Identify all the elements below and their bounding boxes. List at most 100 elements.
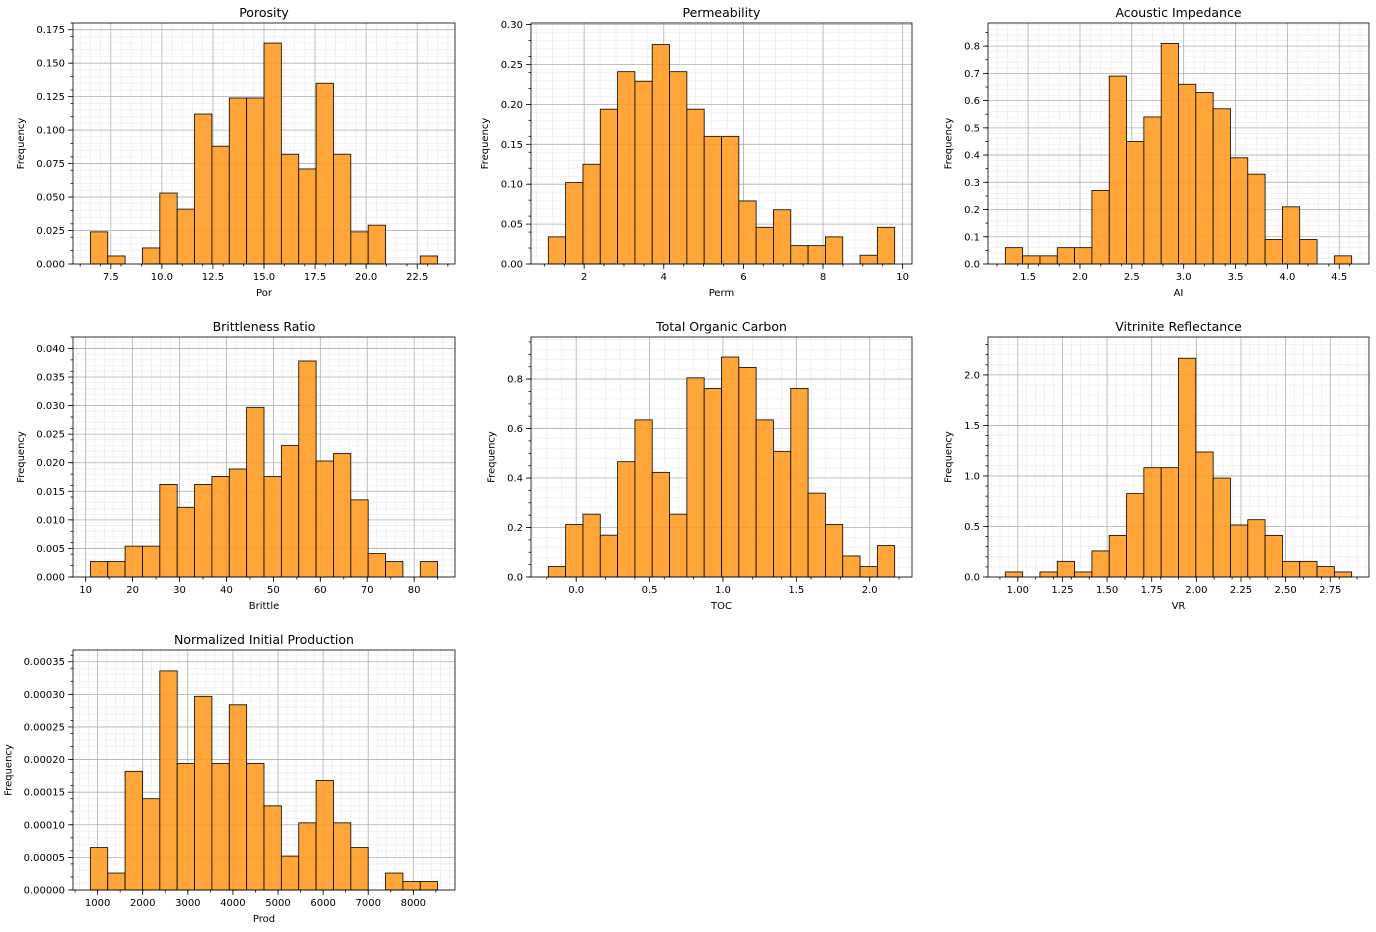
histogram-bar <box>263 805 282 891</box>
histogram-bar <box>721 356 740 578</box>
chart-title: Permeability <box>683 5 761 20</box>
x-tick-label: 10.0 <box>151 272 173 283</box>
x-tick-label: 4.5 <box>1331 272 1347 283</box>
histogram-bar <box>246 97 265 265</box>
y-tick-label: 0.15 <box>501 140 523 151</box>
y-tick-label: 0.05 <box>501 220 523 231</box>
histogram-bar <box>89 847 109 891</box>
histogram-bar <box>419 561 439 578</box>
x-tick-label: 12.5 <box>202 272 224 283</box>
histogram-bar <box>634 80 653 265</box>
x-axis-label: Brittle <box>249 601 280 612</box>
x-tick-label: 1.5 <box>1020 272 1036 283</box>
histogram-bar <box>1074 571 1093 578</box>
histogram-bar <box>1108 75 1127 265</box>
histogram-bar <box>1022 255 1041 265</box>
x-tick-label: 2.0 <box>862 585 878 596</box>
x-tick-label: 1.00 <box>1007 585 1029 596</box>
axes-frame <box>72 649 456 891</box>
histogram-bar <box>859 254 878 265</box>
y-tick-label: 0.6 <box>964 96 980 107</box>
histogram-bar <box>385 561 404 578</box>
y-tick-label: 0.8 <box>964 42 980 53</box>
x-tick-label: 22.5 <box>406 272 428 283</box>
x-tick-label: 1.50 <box>1096 585 1118 596</box>
histogram-bar <box>1056 247 1075 265</box>
y-tick-label: 0.00035 <box>24 657 65 668</box>
histogram-bar <box>1247 519 1266 578</box>
histogram-bar <box>547 236 567 265</box>
histogram-bar <box>651 471 670 578</box>
x-tick-label: 2000 <box>130 898 155 909</box>
y-tick-label: 0.2 <box>507 523 523 534</box>
histogram-bar <box>1230 157 1249 265</box>
x-tick-label: 17.5 <box>304 272 326 283</box>
histogram-bar <box>280 153 300 265</box>
x-axis-label: AI <box>1174 288 1184 299</box>
x-tick-label: 3.0 <box>1176 272 1192 283</box>
x-tick-label: 10 <box>79 585 92 596</box>
histogram-panel: 7.5 10.0 12.5 15.0 17.5 20.0 22.5 0.000 0.025 0.0… <box>16 5 456 299</box>
histogram-bar <box>350 231 369 265</box>
histogram-panel: 10 20 30 40 50 60 70 80 0.000 0.005 0.010 0.015 0.02… <box>16 319 456 612</box>
histogram-bar <box>1004 247 1024 265</box>
y-tick-label: 0.00025 <box>24 722 65 733</box>
y-tick-label: 0.030 <box>36 401 65 412</box>
y-tick-label: 0.10 <box>501 180 523 191</box>
histogram-bar <box>124 545 143 578</box>
histogram-bar <box>298 822 317 891</box>
x-tick-label: 1.25 <box>1051 585 1073 596</box>
x-tick-label: 2.5 <box>1124 272 1140 283</box>
histogram-bar <box>686 108 705 265</box>
histogram-bar <box>634 419 653 578</box>
x-tick-label: 15.0 <box>253 272 275 283</box>
histogram-bar <box>176 506 195 578</box>
histogram-bar <box>599 108 618 265</box>
x-tick-label: 30 <box>173 585 186 596</box>
histogram-bar <box>703 135 722 265</box>
histogram-bar <box>703 388 722 578</box>
y-axis-label: Frequency <box>16 431 27 483</box>
histogram-bar <box>89 561 109 578</box>
histogram-bar <box>211 145 230 265</box>
axes-frame <box>530 22 913 265</box>
x-tick-label: 3.5 <box>1228 272 1244 283</box>
y-tick-label: 0.015 <box>36 487 65 498</box>
histogram-bar <box>419 255 439 265</box>
histogram-bar <box>859 566 878 578</box>
y-tick-label: 0.30 <box>501 20 523 31</box>
histogram-bar <box>1299 560 1318 578</box>
histogram-bar <box>176 208 195 265</box>
y-tick-label: 1.5 <box>964 421 980 432</box>
x-tick-label: 7.5 <box>103 272 119 283</box>
x-tick-label: 3000 <box>175 898 200 909</box>
histogram-bar <box>1056 560 1075 578</box>
y-tick-label: 0.6 <box>507 424 523 435</box>
y-tick-label: 0.8 <box>507 375 523 386</box>
x-tick-label: 2.75 <box>1319 585 1341 596</box>
histogram-bar <box>246 763 265 891</box>
chart-title: Vitrinite Reflectance <box>1115 319 1242 334</box>
histogram-bar <box>350 847 369 891</box>
histogram-bar <box>367 224 386 265</box>
x-tick-label: 2.0 <box>1072 272 1088 283</box>
histogram-bar <box>617 71 636 265</box>
histogram-bar <box>315 780 334 891</box>
y-tick-label: 0.010 <box>36 515 65 526</box>
histogram-panel: 1.5 2.0 2.5 3.0 3.5 4.0 4.5 0.0 0.1 0.2 0.3 0.4 0.5 0… <box>943 5 1370 299</box>
histogram-bar <box>298 360 317 578</box>
x-tick-label: 0.0 <box>568 585 584 596</box>
histogram-bar <box>159 192 178 265</box>
histogram-bar <box>721 135 740 265</box>
x-tick-label: 6000 <box>310 898 335 909</box>
histogram-bar <box>1039 571 1058 578</box>
histogram-bar <box>228 704 248 891</box>
x-tick-label: 50 <box>267 585 280 596</box>
histogram-bar <box>1074 247 1093 265</box>
y-tick-label: 0.20 <box>501 100 523 111</box>
histogram-bar <box>686 377 705 578</box>
y-axis-label: Frequency <box>943 431 954 483</box>
y-tick-label: 0.25 <box>501 60 523 71</box>
y-axis-label: Frequency <box>480 118 491 170</box>
y-tick-label: 0.000 <box>36 260 65 271</box>
